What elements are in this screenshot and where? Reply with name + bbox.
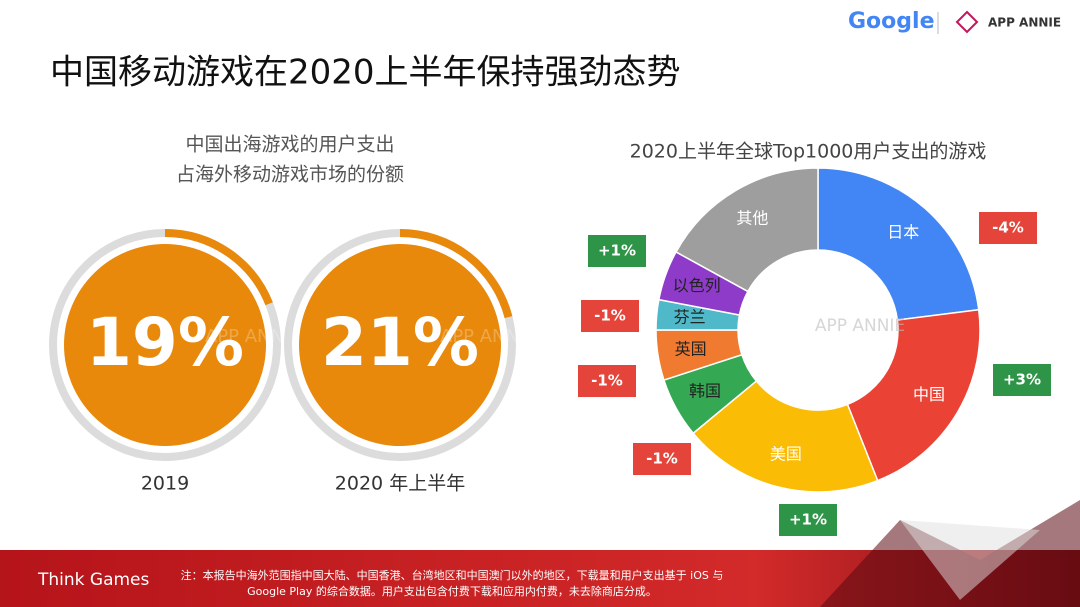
change-label: +1% (598, 242, 636, 260)
category-label: 2019 (141, 473, 189, 495)
segment-label: 英国 (675, 340, 707, 359)
google-logo: Google (848, 9, 935, 34)
change-label: -4% (992, 219, 1024, 237)
donut-segment (817, 167, 980, 321)
change-badge (588, 235, 646, 267)
footer-note: Google Play 的综合数据。用户支出包含付费下载和应用内付费，未去除商店… (247, 584, 657, 598)
change-label: +1% (789, 511, 827, 529)
donut-segment (692, 379, 879, 493)
change-badge (779, 504, 837, 536)
donut-segment (846, 308, 981, 482)
chart-title: 占海外移动游戏市场的份额 (176, 164, 404, 186)
chart-title: 2020上半年全球Top1000用户支出的游戏 (630, 141, 987, 163)
segment-label: 美国 (770, 444, 802, 463)
gauge-disc (64, 244, 266, 446)
gauge-arc (164, 229, 273, 306)
change-badge (633, 443, 691, 475)
gauge-arc (399, 229, 513, 319)
value-label: 19% (86, 304, 244, 381)
change-badge (581, 300, 639, 332)
footer-brand: Think Games (37, 570, 150, 590)
change-badge (578, 365, 636, 397)
segment-label: 中国 (913, 385, 945, 404)
change-badge (979, 212, 1037, 244)
category-label: 2020 年上半年 (335, 473, 465, 495)
change-label: -1% (646, 450, 678, 468)
value-label: 21% (321, 304, 479, 381)
watermark: APP ANNIE (205, 326, 301, 347)
change-label: +3% (1003, 371, 1041, 389)
chart-title: 中国出海游戏的用户支出 (185, 134, 394, 156)
appannie-icon (955, 10, 979, 34)
change-label: -1% (594, 307, 626, 325)
segment-label: 日本 (887, 223, 919, 242)
donut-segment (675, 167, 819, 293)
segment-label: 其他 (736, 208, 768, 227)
watermark: APP ANNIE (440, 326, 536, 347)
change-badge (993, 364, 1051, 396)
footer-note: 注：本报告中海外范围指中国大陆、中国香港、台湾地区和中国澳门以外的地区，下载量和… (181, 568, 724, 582)
appannie-logo: APP ANNIE (988, 16, 1061, 30)
segment-label: 韩国 (689, 382, 721, 401)
change-label: -1% (591, 372, 623, 390)
gauge-disc (299, 244, 501, 446)
footer-decoration (900, 520, 1040, 600)
watermark: APP ANNIE (815, 316, 905, 336)
slide-title: 中国移动游戏在2020上半年保持强劲态势 (50, 53, 681, 93)
segment-label: 芬兰 (674, 307, 706, 326)
segment-label: 以色列 (673, 276, 721, 295)
